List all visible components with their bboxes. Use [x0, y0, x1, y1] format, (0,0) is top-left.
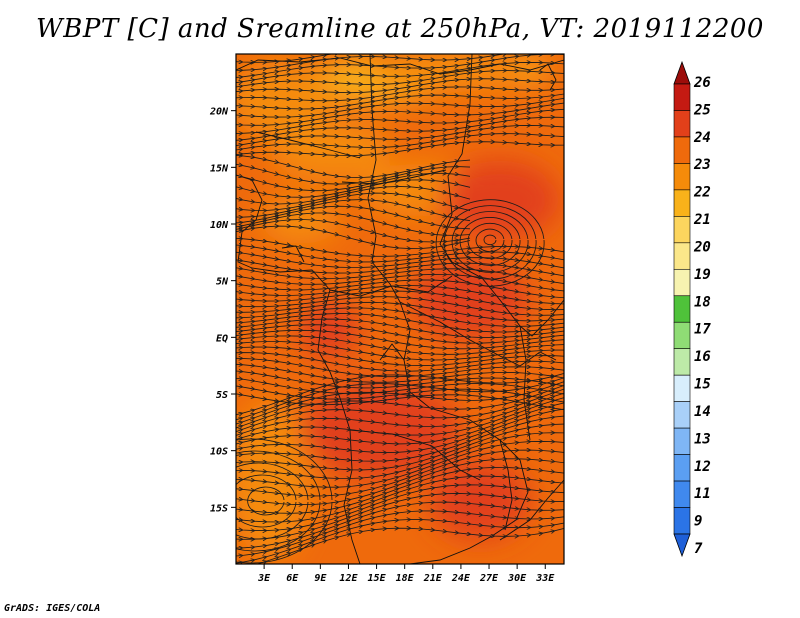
map-axes: 3E 6E 9E 12E 15E 18E 21E 24E 27E 30E 33E 20N 15N 10N 5…: [209, 107, 555, 584]
colorbar-label-22: 22: [693, 185, 711, 201]
y-tick-label-3: 5N: [216, 277, 229, 288]
streamline-80: [443, 205, 537, 280]
streamline-82: [247, 486, 285, 516]
streamline-84: [236, 462, 309, 540]
colorbar-label-24: 24: [693, 130, 711, 146]
colorbar-box-7: [673, 268, 691, 297]
streamline-76: [475, 228, 505, 252]
colorbar-box-9: [673, 321, 691, 350]
colorbar-box-11: [673, 374, 691, 402]
x-tick-label-4: 15E: [368, 573, 387, 584]
x-tick-label-3: 12E: [339, 573, 358, 584]
x-tick-label-7: 24E: [451, 573, 471, 584]
colorbar-top-arrow: [673, 60, 691, 85]
colorbar-label-15: 15: [694, 377, 711, 393]
colorbar-box-2: [673, 136, 691, 164]
colorbar-label-19: 19: [694, 267, 711, 283]
wbpt-patch-9: [440, 160, 560, 240]
colorbar-box-15: [673, 480, 691, 508]
x-tick-label-10: 33E: [535, 573, 555, 584]
colorbar-label-21: 21: [693, 212, 711, 228]
map-frame: [235, 53, 565, 565]
colorbar-box-13: [673, 427, 691, 455]
colorbar-box-4: [673, 189, 691, 217]
colorbar-label-17: 17: [694, 322, 711, 338]
y-tick-label-7: 15S: [210, 503, 228, 514]
colorbar-box-14: [673, 454, 691, 482]
colorbar-label-20: 20: [693, 239, 711, 255]
x-tick-label-8: 27E: [479, 573, 499, 584]
y-tick-label-2: 10N: [210, 220, 229, 231]
x-tick-label-9: 30E: [507, 573, 527, 584]
colorbar-box-6: [673, 242, 691, 270]
streamlines-250hPa: [230, 54, 564, 564]
y-tick-label-0: 20N: [209, 107, 229, 118]
x-tick-label-1: 6E: [286, 573, 299, 584]
colorbar-box-8: [673, 295, 691, 323]
streamline-75: [483, 234, 497, 246]
colorbar: 26 25 24 23 22 21 20 19 18 17 16 15 14 13 12 11 9 7: [673, 60, 711, 558]
chart-title: WBPT [C] and Sreamline at 250hPa, VT: 20…: [36, 14, 764, 44]
streamline-14: [236, 142, 564, 156]
y-tick-label-5: 5S: [216, 390, 228, 401]
colorbar-bottom-arrow: [673, 533, 691, 558]
colorbar-label-11: 11: [694, 486, 711, 502]
y-tick-label-6: 10S: [210, 447, 228, 458]
colorbar-label-25: 25: [693, 102, 711, 118]
colorbar-box-12: [673, 401, 691, 429]
streamline-78: [459, 216, 521, 266]
colorbar-label-16: 16: [694, 349, 711, 365]
colorbar-label-9: 9: [694, 514, 702, 530]
grads-credit: GrADS: IGES/COLA: [4, 603, 101, 614]
x-tick-label-2: 9E: [314, 573, 327, 584]
colorbar-box-0: [673, 83, 691, 111]
x-tick-label-6: 21E: [423, 573, 443, 584]
colorbar-label-7: 7: [694, 541, 703, 557]
wbpt-patch-6: [260, 196, 340, 244]
colorbar-label-23: 23: [693, 157, 711, 173]
streamline-83: [236, 474, 297, 528]
streamline-74: [230, 528, 564, 564]
streamline-85: [236, 450, 321, 552]
colorbar-label-13: 13: [694, 431, 711, 447]
streamline-81: [435, 199, 545, 287]
streamline-77: [467, 222, 513, 259]
colorbar-box-10: [673, 348, 691, 376]
y-tick-label-4: EQ: [216, 333, 228, 344]
streamline-86: [236, 438, 333, 564]
colorbar-box-3: [673, 163, 691, 191]
y-tick-label-1: 15N: [210, 163, 229, 174]
colorbar-label-14: 14: [694, 404, 711, 420]
x-tick-label-0: 3E: [257, 573, 271, 584]
colorbar-box-5: [673, 216, 691, 244]
colorbar-label-26: 26: [693, 75, 711, 91]
x-tick-label-5: 18E: [396, 573, 415, 584]
colorbar-label-18: 18: [694, 294, 711, 310]
colorbar-box-1: [673, 110, 691, 138]
colorbar-label-12: 12: [694, 459, 711, 475]
colorbar-box-16: [673, 507, 691, 535]
map-plot-area: [230, 54, 564, 564]
streamline-79: [451, 211, 529, 273]
